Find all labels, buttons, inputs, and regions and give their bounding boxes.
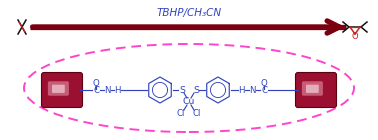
Text: S: S <box>179 86 185 94</box>
FancyBboxPatch shape <box>302 81 323 96</box>
Text: O: O <box>93 79 99 88</box>
Text: Cl: Cl <box>177 108 185 117</box>
Text: C: C <box>261 86 267 94</box>
Text: N: N <box>104 86 110 94</box>
Text: H: H <box>114 86 120 94</box>
Text: N: N <box>249 86 255 94</box>
Text: H: H <box>238 86 244 94</box>
FancyBboxPatch shape <box>52 85 65 93</box>
Text: O: O <box>352 32 358 40</box>
Text: Cl: Cl <box>193 108 201 117</box>
Text: TBHP/CH₃CN: TBHP/CH₃CN <box>156 8 222 18</box>
Text: Cu: Cu <box>183 97 195 107</box>
FancyBboxPatch shape <box>306 85 319 93</box>
Text: S: S <box>193 86 199 94</box>
FancyBboxPatch shape <box>296 73 336 108</box>
FancyBboxPatch shape <box>48 81 69 96</box>
Text: C: C <box>93 86 99 94</box>
FancyBboxPatch shape <box>42 73 82 108</box>
Text: O: O <box>260 79 267 88</box>
